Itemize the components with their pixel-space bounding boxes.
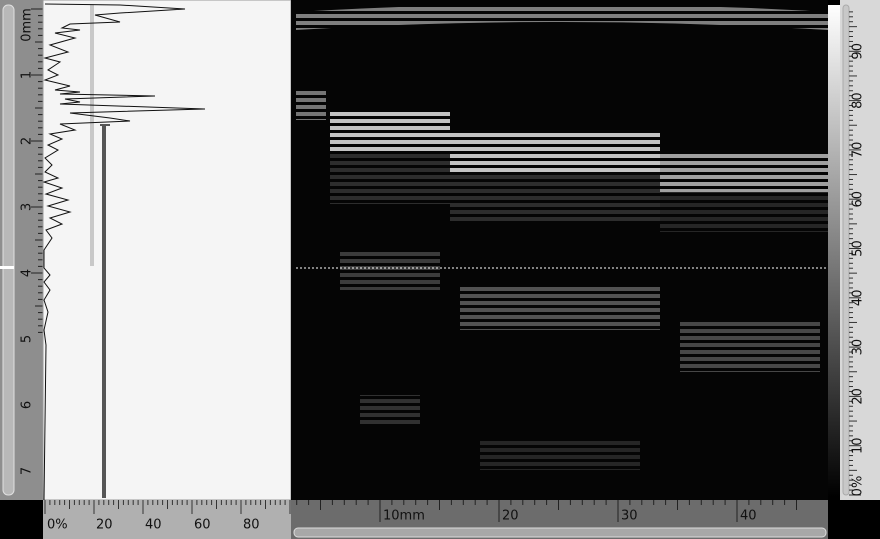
scan-scrollbar[interactable] <box>294 528 826 537</box>
scan-label: 20 <box>502 509 519 524</box>
depth-label: 1 <box>20 71 35 79</box>
amplitude-label: 0% <box>47 518 68 533</box>
depth-label: 5 <box>20 335 35 343</box>
amplitude-label: 20 <box>96 518 113 533</box>
color-label: 80 <box>851 92 866 109</box>
amplitude-label: 40 <box>145 518 162 533</box>
page: 0mm 1 2 3 4 5 6 7 0% 20 40 60 80 10mm 20 30 40 0% 10 20 3… <box>0 0 880 539</box>
color-label: 50 <box>851 240 866 257</box>
color-label: 10 <box>851 437 866 454</box>
depth-label: 2 <box>20 137 35 145</box>
color-label: 90 <box>851 43 866 60</box>
color-scrollbar[interactable] <box>843 5 849 495</box>
corner <box>828 500 880 539</box>
scan-view: 0mm 1 2 3 4 5 6 7 0% 20 40 60 80 10mm 20 30 40 0% 10 20 3… <box>0 0 880 539</box>
color-label: 70 <box>851 142 866 159</box>
color-bar <box>828 5 840 497</box>
color-label: 40 <box>851 290 866 307</box>
scan-label: 40 <box>740 509 757 524</box>
a-scan-panel <box>43 0 291 500</box>
amplitude-label: 60 <box>194 518 211 533</box>
depth-cursor[interactable] <box>0 266 14 269</box>
color-label: 0% <box>851 476 866 497</box>
color-label: 20 <box>851 388 866 405</box>
depth-label: 0mm <box>20 8 35 42</box>
depth-label: 7 <box>20 467 35 475</box>
depth-label: 3 <box>20 203 35 211</box>
amplitude-label: 80 <box>243 518 260 533</box>
color-label: 30 <box>851 339 866 356</box>
depth-label: 4 <box>20 269 35 277</box>
color-label: 60 <box>851 191 866 208</box>
scan-label: 10mm <box>383 509 425 524</box>
depth-scrollbar[interactable] <box>3 5 14 495</box>
depth-label: 6 <box>20 401 35 409</box>
corner <box>0 500 43 539</box>
scan-label: 30 <box>621 509 638 524</box>
